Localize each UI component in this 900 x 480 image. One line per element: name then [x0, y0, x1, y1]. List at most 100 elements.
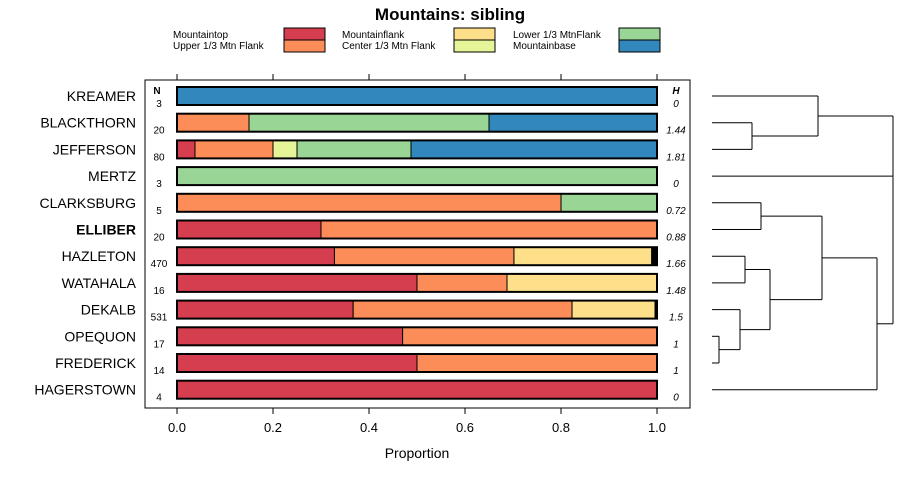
x-tick-label: 1.0	[648, 420, 666, 435]
bar-segment	[176, 193, 562, 213]
bar-segment	[296, 139, 412, 159]
bar-outline	[176, 166, 658, 187]
legend-swatch	[618, 39, 661, 53]
bar-segment	[272, 139, 298, 159]
legend-label: Mountainbase	[513, 41, 576, 52]
bar-row: JEFFERSON 80 1.81	[53, 139, 686, 163]
row-h-value: 1.5	[669, 313, 683, 324]
bar-row: HAGERSTOWN 4 0	[34, 379, 679, 404]
row-label: WATAHALA	[62, 275, 137, 291]
bar-segment	[176, 353, 418, 373]
bar-outline	[176, 299, 658, 320]
bar-row: KREAMER 3 0	[67, 86, 679, 110]
dendrogram	[712, 95, 894, 391]
row-label: DEKALB	[81, 302, 136, 318]
row-n-value: 3	[156, 179, 162, 190]
bar-segment	[176, 300, 354, 320]
bar-segment	[410, 139, 658, 159]
bar-segment	[176, 86, 658, 106]
bars: KREAMER 3 0 BLACKTHORN 20 1.44 JEFFERSON 80 1.81…	[34, 86, 686, 404]
row-h-value: 0	[673, 179, 679, 190]
row-n-value: 80	[153, 152, 165, 163]
bar-segment	[176, 139, 196, 159]
x-tick-label: 0.8	[552, 420, 570, 435]
row-n-value: 5	[156, 206, 162, 217]
row-h-value: 0	[673, 393, 679, 404]
bar-outline	[176, 112, 658, 133]
bar-row: WATAHALA 16 1.48	[62, 272, 686, 297]
row-h-value: 1	[673, 366, 679, 377]
bar-segment	[416, 353, 658, 373]
x-tick-label: 0.0	[168, 420, 186, 435]
row-label: BLACKTHORN	[40, 115, 136, 131]
bar-segment	[194, 139, 274, 159]
legend-swatch	[618, 27, 661, 41]
row-h-value: 1.44	[666, 126, 686, 137]
row-label: OPEQUON	[64, 328, 136, 344]
row-n-value: 3	[156, 99, 162, 110]
bar-segment	[333, 246, 515, 266]
bar-row: OPEQUON 17 1	[64, 326, 679, 350]
row-n-value: 14	[153, 366, 165, 377]
legend-swatch	[453, 27, 496, 41]
bar-outline	[176, 272, 658, 293]
bar-segment	[176, 326, 404, 346]
row-label: ELLIBER	[76, 222, 136, 238]
row-h-value: 0	[673, 99, 679, 110]
bar-row: FREDERICK 14 1	[55, 353, 679, 377]
bar-segment	[176, 246, 335, 266]
bar-segment	[176, 220, 322, 239]
legend-swatch	[283, 39, 326, 53]
row-label: HAGERSTOWN	[34, 382, 136, 398]
n-header: N	[153, 86, 160, 97]
plot-frame	[144, 79, 691, 409]
bar-row: BLACKTHORN 20 1.44	[40, 112, 686, 137]
row-n-value: 531	[151, 313, 168, 324]
row-n-value: 20	[153, 233, 165, 244]
bar-segment	[176, 166, 658, 186]
row-label: HAZLETON	[62, 248, 136, 264]
row-label: FREDERICK	[55, 355, 137, 371]
row-label: KREAMER	[67, 88, 136, 104]
x-axis: 0.0 0.2 0.4 0.6 0.8 1.0	[168, 74, 666, 435]
legend-swatch	[453, 39, 496, 53]
legend-label: Upper 1/3 Mtn Flank	[173, 41, 265, 52]
bar-segment	[402, 326, 658, 346]
x-tick-label: 0.2	[264, 420, 282, 435]
bar-segment	[248, 113, 490, 133]
bar-segment	[176, 273, 418, 293]
bar-segment	[320, 220, 658, 239]
bar-segment	[176, 380, 658, 400]
x-axis-title: Proportion	[385, 445, 450, 461]
bar-outline	[176, 192, 658, 213]
bar-outline	[176, 353, 658, 373]
row-label: CLARKSBURG	[40, 195, 136, 211]
bar-outline	[176, 86, 658, 106]
bar-segment	[488, 113, 658, 133]
legend-label: Mountaintop	[173, 30, 228, 41]
legend-swatch	[283, 27, 326, 41]
bar-outline	[176, 326, 658, 347]
h-header: H	[672, 86, 680, 97]
bar-row: CLARKSBURG 5 0.72	[40, 192, 686, 217]
bar-row: DEKALB 531 1.5	[81, 299, 683, 324]
bar-outline	[176, 219, 658, 240]
bar-segment	[176, 113, 250, 133]
bar-segment	[416, 273, 508, 293]
row-label: JEFFERSON	[53, 141, 136, 157]
chart-title: Mountains: sibling	[375, 5, 525, 24]
x-tick-label: 0.6	[456, 420, 474, 435]
row-h-value: 1.48	[666, 286, 686, 297]
legend-label: Center 1/3 Mtn Flank	[342, 41, 436, 52]
bar-segment	[513, 246, 653, 266]
row-n-value: 17	[153, 339, 165, 350]
bar-row: ELLIBER 20 0.88	[76, 219, 686, 244]
bar-row: HAZLETON 470 1.66	[62, 246, 686, 270]
bar-segment	[352, 300, 573, 320]
legend-label: Lower 1/3 MtnFlank	[513, 30, 602, 41]
row-h-value: 0.72	[666, 206, 686, 217]
row-h-value: 1.66	[666, 259, 686, 270]
bar-segment	[560, 193, 658, 213]
